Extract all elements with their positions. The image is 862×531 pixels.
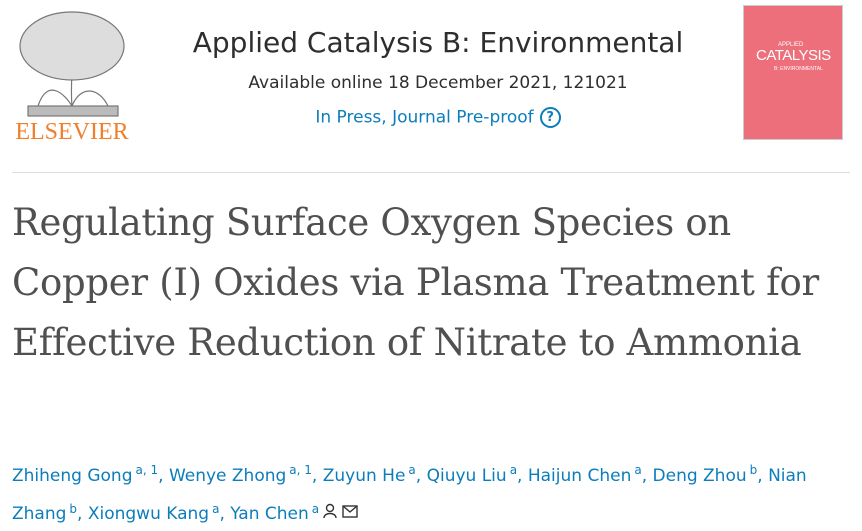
availability: Available online 18 December 2021, 12102… <box>248 73 628 93</box>
publisher-name: ELSEVIER <box>15 119 128 145</box>
contact-icons[interactable] <box>323 503 359 519</box>
author: Haijun Chen a <box>527 463 647 486</box>
cover-series: APPLIED <box>778 42 804 48</box>
author-affiliation: a <box>212 501 220 516</box>
author-affiliation: a <box>311 501 320 516</box>
author: Xiongwu Kang a <box>87 501 225 525</box>
author: Zhiheng Gong a, 1 <box>12 463 164 486</box>
logo-tree <box>19 11 125 117</box>
author-name[interactable]: Yan Chen <box>230 504 309 525</box>
author-name[interactable]: Nian Zhang <box>12 465 807 525</box>
author-name[interactable]: Zuyun He <box>322 465 406 486</box>
author: Deng Zhou b <box>652 463 763 486</box>
author-name[interactable]: Haijun Chen <box>527 465 632 486</box>
status[interactable]: In Press, Journal Pre-proof <box>315 107 534 128</box>
author-affiliation: b <box>69 501 78 516</box>
help-icon[interactable]: ? <box>539 107 561 128</box>
author: Wenye Zhong a, 1 <box>168 463 317 486</box>
journal-title[interactable]: Applied Catalysis B: Environmental <box>192 26 684 59</box>
journal-cover[interactable]: APPLIED CATALYSIS B: ENVIRONMENTAL <box>743 5 843 140</box>
author-name[interactable]: Xiongwu Kang <box>87 504 210 525</box>
author-affiliation: a, 1 <box>289 463 312 477</box>
author-affiliation: b <box>749 463 758 477</box>
status-line: In Press, Journal Pre-proof? <box>140 107 736 128</box>
cover-title: CATALYSIS <box>756 47 831 64</box>
divider <box>12 172 850 173</box>
author-affiliation: a, 1 <box>135 463 159 477</box>
article-title: Regulating Surface Oxygen Species on Cop… <box>12 201 819 364</box>
author-name[interactable]: Zhiheng Gong <box>12 465 133 486</box>
author-affiliation: a <box>408 463 416 477</box>
author-affiliation: a <box>509 463 518 477</box>
author-affiliation: a <box>634 463 642 477</box>
publisher-logo[interactable]: ELSEVIER <box>8 6 136 146</box>
author-name[interactable]: Wenye Zhong <box>168 465 287 486</box>
cover-subtitle: B: ENVIRONMENTAL <box>774 66 823 72</box>
author: Zuyun He a <box>322 463 421 486</box>
author-name[interactable]: Deng Zhou <box>652 465 747 486</box>
author: Yan Chen a <box>230 501 359 525</box>
author-name[interactable]: Qiuyu Liu <box>426 465 507 486</box>
author: Qiuyu Liu a <box>426 463 523 486</box>
